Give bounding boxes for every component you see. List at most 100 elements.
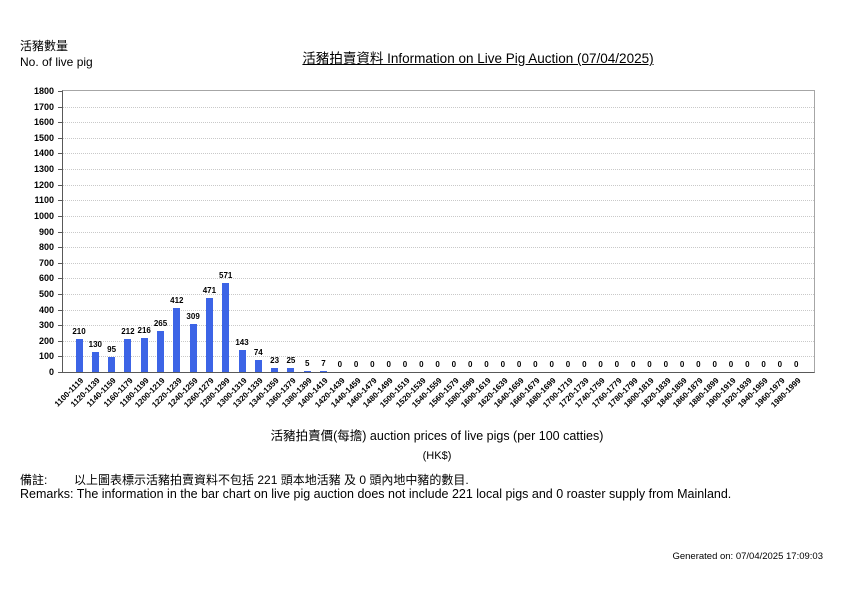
y-tick-mark xyxy=(58,200,63,202)
bar-value-label: 0 xyxy=(533,360,538,369)
bar-value-label: 309 xyxy=(186,312,200,321)
bar xyxy=(254,360,262,372)
x-axis-title: 活豬拍賣價(每擔) auction prices of live pigs (p… xyxy=(270,429,604,443)
remarks-line-zh: 備註: 以上圖表標示活豬拍賣資料不包括 221 頭本地活豬 及 0 頭內地中豬的… xyxy=(20,473,469,487)
y-tick-label: 1500 xyxy=(33,132,54,143)
y-tick-label: 100 xyxy=(38,351,54,362)
y-tick-mark xyxy=(58,247,63,249)
gridline xyxy=(63,262,814,264)
y-tick-label: 400 xyxy=(38,304,54,315)
bar-value-label: 471 xyxy=(202,286,217,295)
y-tick-label: 200 xyxy=(38,335,54,346)
y-tick-label: 0 xyxy=(48,367,54,377)
y-tick-label: 700 xyxy=(38,257,54,268)
gridline xyxy=(63,325,814,327)
gridline xyxy=(63,356,814,358)
x-axis-unit: (HK$) xyxy=(422,450,452,462)
y-axis-title-zh: 活豬數量 xyxy=(20,39,69,53)
y-tick-label: 600 xyxy=(38,273,54,284)
gridline xyxy=(63,200,814,202)
gridline xyxy=(63,215,814,217)
bar xyxy=(287,368,295,372)
bar-value-label: 0 xyxy=(386,360,391,369)
y-tick-label: 800 xyxy=(38,242,54,253)
bar-value-label: 0 xyxy=(467,360,473,369)
bar xyxy=(173,308,181,372)
bar-chart-plot-area: 0 100 200 300 400 500 600 700 800 900 1000 1100 1200… xyxy=(34,86,815,409)
bar xyxy=(108,357,116,372)
bar-value-label: 0 xyxy=(353,360,359,369)
y-tick-label: 1100 xyxy=(34,195,54,206)
y-tick-label: 300 xyxy=(38,320,54,331)
gridline xyxy=(63,340,814,342)
y-tick-mark xyxy=(58,91,63,92)
bar-value-label: 0 xyxy=(549,360,554,369)
gridline xyxy=(63,137,814,139)
page-title: 活豬拍賣資料 Information on Live Pig Auction (… xyxy=(302,51,654,66)
y-tick-label: 1800 xyxy=(33,86,54,96)
y-tick-mark xyxy=(58,122,63,124)
y-tick-mark xyxy=(58,231,63,233)
y-tick-mark xyxy=(58,215,63,217)
gridline xyxy=(63,293,814,295)
bar-value-label: 0 xyxy=(647,360,652,369)
gridline xyxy=(63,231,814,233)
bar xyxy=(205,298,213,372)
bar-value-label: 5 xyxy=(304,359,310,368)
y-tick-mark xyxy=(58,309,63,311)
bar-value-label: 0 xyxy=(484,360,489,369)
bar xyxy=(320,371,327,372)
bar-value-label: 571 xyxy=(219,271,233,280)
bar xyxy=(303,371,311,372)
bar xyxy=(157,331,164,372)
y-tick-label: 1200 xyxy=(33,179,54,190)
y-tick-mark xyxy=(58,293,63,295)
bar xyxy=(91,352,99,372)
bar-value-label: 0 xyxy=(745,360,750,369)
bar-value-label: 412 xyxy=(170,296,184,305)
bar xyxy=(140,338,148,372)
gridline xyxy=(63,169,814,171)
bar-value-label: 0 xyxy=(370,360,375,369)
bar-value-label: 0 xyxy=(598,360,603,369)
bar-value-label: 0 xyxy=(402,360,408,369)
y-tick-mark xyxy=(58,262,63,264)
y-tick-label: 1000 xyxy=(33,210,54,221)
bar-value-label: 0 xyxy=(679,360,685,369)
y-tick-label: 1700 xyxy=(33,101,54,112)
bar xyxy=(75,339,83,372)
y-tick-mark xyxy=(58,184,63,186)
bar-value-label: 0 xyxy=(696,360,701,369)
y-tick-label: 1400 xyxy=(33,148,54,159)
gridline xyxy=(63,278,814,280)
bar-value-label: 0 xyxy=(777,360,783,369)
gridline xyxy=(63,184,814,186)
bar xyxy=(222,283,230,372)
remarks-line-en: Remarks: The information in the bar char… xyxy=(20,487,732,501)
bar-value-label: 265 xyxy=(153,319,168,328)
bar-value-label: 0 xyxy=(451,360,457,369)
y-tick-mark xyxy=(58,106,63,108)
bar-value-label: 0 xyxy=(419,360,424,369)
gridline xyxy=(63,122,814,124)
bar-value-label: 23 xyxy=(270,356,280,365)
y-tick-label: 1300 xyxy=(33,164,54,175)
gridline xyxy=(63,309,814,311)
y-tick-mark xyxy=(58,340,63,342)
bar-value-label: 210 xyxy=(72,327,86,336)
bar-value-label: 216 xyxy=(137,326,151,335)
bar-value-label: 25 xyxy=(286,356,296,365)
y-tick-mark xyxy=(58,169,63,171)
bar-value-label: 0 xyxy=(793,360,799,369)
bar-value-label: 0 xyxy=(614,360,620,369)
bar-value-label: 212 xyxy=(121,327,135,336)
bar-value-label: 95 xyxy=(107,345,117,354)
bar-value-label: 0 xyxy=(630,360,636,369)
bar-value-label: 130 xyxy=(88,340,102,349)
bar-value-label: 0 xyxy=(435,360,440,369)
bar-value-label: 0 xyxy=(761,360,766,369)
bar xyxy=(124,339,132,372)
bar-value-label: 0 xyxy=(712,360,717,369)
bar-value-label: 0 xyxy=(337,360,343,369)
